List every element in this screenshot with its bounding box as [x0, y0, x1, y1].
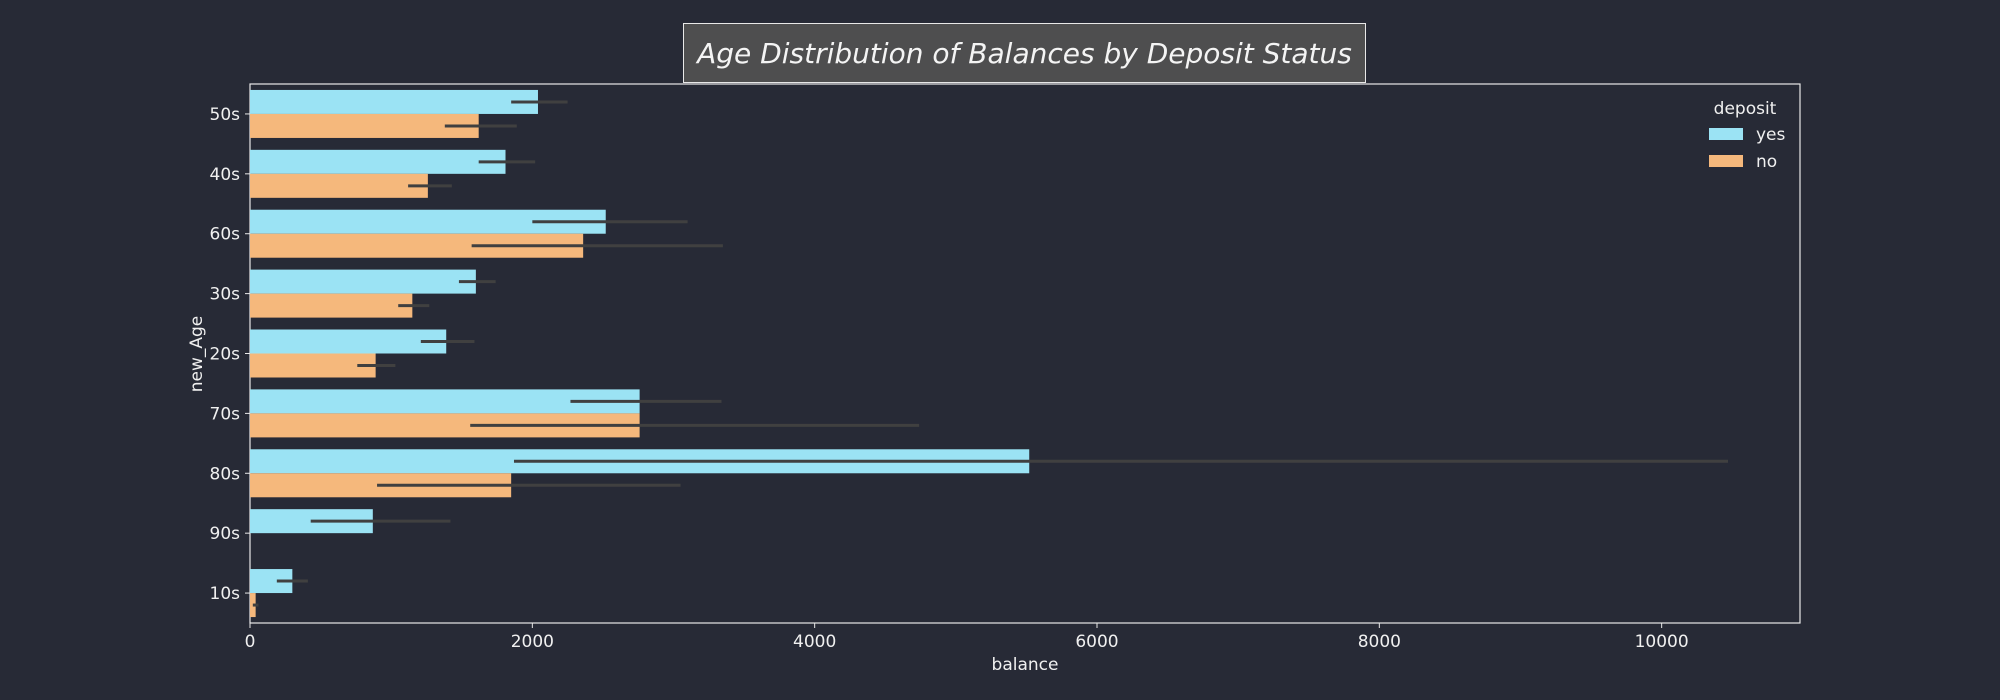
x-axis-label: balance — [992, 655, 1059, 675]
y-axis-label: new_Age — [187, 316, 207, 393]
bar-yes-20s — [250, 329, 447, 354]
x-tick-label: 4000 — [793, 632, 836, 652]
bar-yes-30s — [250, 269, 476, 294]
x-tick-label: 10000 — [1635, 632, 1689, 652]
legend-label-yes: yes — [1756, 125, 1786, 145]
bar-yes-50s — [250, 89, 538, 114]
x-tick-label: 2000 — [511, 632, 554, 652]
y-tick-label: 80s — [210, 464, 241, 484]
bar-no-30s — [250, 293, 413, 318]
y-tick-label: 30s — [210, 285, 241, 305]
legend-label-no: no — [1756, 152, 1777, 172]
legend-swatch-no — [1709, 155, 1743, 167]
y-tick-label: 50s — [210, 105, 241, 125]
bar-yes-40s — [250, 149, 506, 174]
bar-no-50s — [250, 113, 479, 138]
y-tick-label: 10s — [210, 584, 241, 604]
chart-title: Age Distribution of Balances by Deposit … — [683, 23, 1366, 83]
y-tick-label: 90s — [210, 524, 241, 544]
x-tick-label: 0 — [245, 632, 256, 652]
x-tick-label: 6000 — [1075, 632, 1118, 652]
legend-title: deposit — [1714, 99, 1777, 119]
legend-swatch-yes — [1709, 128, 1743, 140]
x-tick-label: 8000 — [1358, 632, 1401, 652]
bar-no-40s — [250, 173, 428, 198]
y-tick-label: 40s — [210, 165, 241, 185]
y-tick-label: 70s — [210, 404, 241, 424]
legend: deposit yes no — [1709, 99, 1786, 172]
y-tick-label: 20s — [210, 345, 241, 365]
y-tick-label: 60s — [210, 225, 241, 245]
bar-no-20s — [250, 353, 376, 378]
